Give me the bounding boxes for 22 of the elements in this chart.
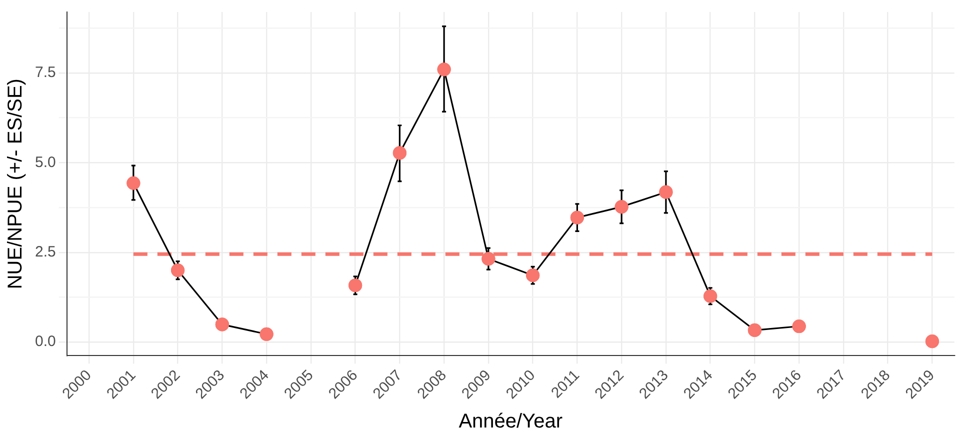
x-axis-title: Année/Year xyxy=(458,410,563,433)
y-tick-label: 5.0 xyxy=(34,154,56,171)
point xyxy=(570,210,584,224)
point xyxy=(614,200,628,214)
y-tick-label: 7.5 xyxy=(34,64,56,82)
point xyxy=(126,176,140,190)
point xyxy=(526,268,540,282)
point xyxy=(170,263,185,278)
y-tick-label: 2.5 xyxy=(34,244,56,260)
point xyxy=(482,252,496,266)
point xyxy=(215,318,229,332)
point xyxy=(704,289,718,303)
y-tick-label: 0.0 xyxy=(34,333,56,350)
point xyxy=(392,146,406,160)
point xyxy=(260,327,274,341)
y-axis-title: NUE/NPUE (+/- ES/SE) xyxy=(4,78,27,290)
point xyxy=(659,185,673,199)
point xyxy=(437,62,451,76)
point xyxy=(348,278,362,292)
point xyxy=(748,323,762,338)
point xyxy=(792,319,806,334)
point xyxy=(925,334,940,348)
